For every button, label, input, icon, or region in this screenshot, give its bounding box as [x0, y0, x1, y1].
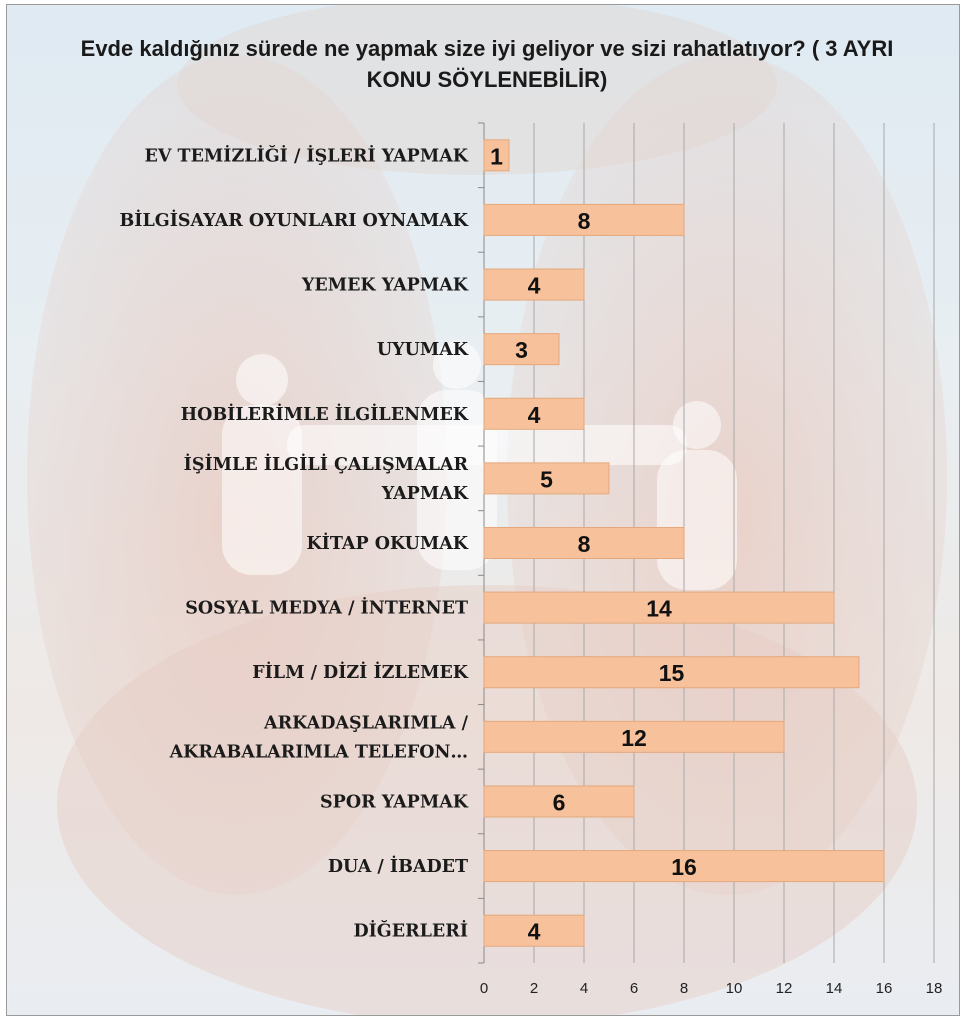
data-label: 14 [646, 596, 672, 622]
data-label: 3 [515, 337, 528, 363]
category-label: KİTAP OKUMAK [306, 533, 468, 554]
x-tick-label: 8 [680, 980, 688, 997]
bar [483, 656, 860, 689]
chart-frame: Evde kaldığınız sürede ne yapmak size iy… [6, 4, 960, 1016]
category-label: BİLGİSAYAR OYUNLARI OYNAMAK [119, 210, 468, 231]
category-label: FİLM / DİZİ İZLEMEK [252, 662, 469, 683]
chart-title: Evde kaldığınız sürede ne yapmak size iy… [80, 36, 894, 92]
x-axis-ticks: 0 2 4 6 8 10 12 14 16 18 [480, 980, 943, 997]
bar [483, 720, 785, 753]
category-label: UYUMAK [377, 340, 469, 360]
data-label: 16 [671, 854, 697, 880]
bar [483, 203, 685, 236]
bar [483, 333, 560, 366]
data-labels: 1 8 4 3 4 5 8 14 15 12 6 16 4 [490, 143, 697, 944]
data-label: 4 [528, 273, 541, 299]
bar [483, 139, 510, 172]
x-tick-label: 6 [630, 980, 638, 997]
category-label: DUA / İBADET [328, 856, 468, 877]
data-label: 4 [528, 402, 541, 428]
x-tick-label: 16 [876, 980, 893, 997]
x-tick-label: 14 [826, 980, 843, 997]
bar [483, 268, 585, 301]
bar [483, 591, 835, 624]
data-label: 12 [621, 725, 647, 751]
x-tick-label: 12 [776, 980, 793, 997]
category-label: YAPMAK [381, 484, 469, 504]
data-label: 1 [490, 143, 503, 169]
category-label: SPOR YAPMAK [320, 792, 469, 812]
category-label: AKRABALARIMLA TELEFON… [169, 742, 468, 762]
bar-chart: EV TEMİZLİĞİ / İŞLERİ YAPMAK BİLGİSAYAR O… [119, 122, 943, 997]
data-label: 4 [528, 919, 541, 945]
category-label: EV TEMİZLİĞİ / İŞLERİ YAPMAK [145, 145, 469, 166]
data-label: 5 [540, 466, 553, 492]
x-tick-label: 18 [926, 980, 943, 997]
data-label: 8 [578, 531, 591, 557]
category-label: İŞİMLE İLGİLİ ÇALIŞMALAR [184, 454, 469, 475]
bar [483, 462, 610, 495]
data-label: 8 [578, 208, 591, 234]
category-label: SOSYAL MEDYA / İNTERNET [185, 598, 468, 619]
x-tick-label: 0 [480, 980, 488, 997]
bar [483, 914, 585, 947]
category-labels: EV TEMİZLİĞİ / İŞLERİ YAPMAK BİLGİSAYAR O… [119, 145, 468, 941]
category-label: HOBİLERİMLE İLGİLENMEK [181, 404, 469, 425]
category-label: ARKADAŞLARIMLA / [263, 713, 469, 733]
bar [483, 527, 685, 559]
x-tick-label: 2 [530, 980, 538, 997]
x-tick-label: 4 [580, 980, 588, 997]
bar [483, 850, 885, 883]
bar [483, 785, 635, 818]
x-tick-label: 10 [726, 980, 743, 997]
category-label: DİĞERLERİ [353, 921, 468, 942]
bar [483, 397, 585, 430]
data-label: 15 [659, 660, 685, 686]
category-label: YEMEK YAPMAK [301, 276, 469, 296]
bars [483, 139, 885, 947]
data-label: 6 [553, 789, 566, 815]
